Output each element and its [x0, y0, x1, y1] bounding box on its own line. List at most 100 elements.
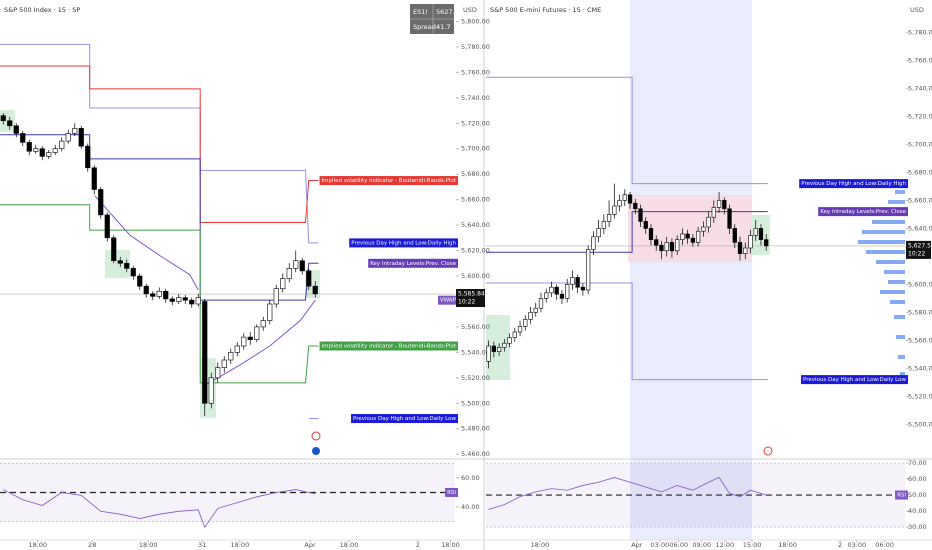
candle-body [533, 307, 538, 313]
candle-body [280, 278, 286, 290]
y-tick-label: 5,480.00 [461, 425, 490, 433]
event-icon [312, 447, 320, 455]
y-tick-label: 5,700.00 [461, 145, 490, 153]
candle-body [502, 342, 507, 348]
level-label: Previous Day High and Low:Daily Low [353, 416, 456, 422]
x-tick-label: 2 [838, 541, 842, 549]
candle-body [549, 286, 554, 294]
level-label: Key Intraday Levels:Prev. Close [820, 209, 906, 215]
y-tick-label: 5,500.00 [908, 420, 932, 428]
candle-body [659, 244, 664, 252]
event-icon [763, 446, 773, 456]
candle-body [675, 239, 680, 252]
candle-body [104, 214, 110, 239]
y-tick-label: 5,720.00 [908, 112, 932, 120]
candle-body [643, 221, 648, 229]
x-tick-label: 12:00 [715, 541, 734, 549]
candle-body [711, 207, 716, 218]
candle-body [612, 205, 617, 215]
y-tick-label: 5,580.00 [908, 308, 932, 316]
candle-body [732, 228, 737, 243]
candle-body [654, 239, 659, 246]
candle-body [85, 145, 91, 169]
candle-body [544, 292, 549, 299]
y-tick-label: 5,560.00 [908, 336, 932, 344]
candle-body [633, 202, 638, 210]
level-label: RSI [897, 493, 906, 499]
table-cell: ES1! [413, 8, 428, 16]
candle-body [13, 125, 19, 134]
rsi-y-tick-label: 60.00 [908, 475, 927, 483]
candle-body [150, 293, 156, 297]
candle-body [124, 262, 130, 269]
candle-body [189, 299, 195, 305]
rsi-y-tick-label: 50.00 [908, 491, 927, 499]
candle-body [98, 189, 104, 216]
table-cell: 5627.5 [436, 8, 459, 16]
candle-body [722, 200, 727, 210]
candle-body [743, 247, 748, 254]
candle-body [690, 237, 696, 243]
y-tick-label: 5,540.00 [461, 348, 490, 356]
candle-body [517, 326, 523, 333]
y-tick-label: 5,740.00 [461, 94, 490, 102]
chart-title: S&P 500 Index · 15 · SP [4, 6, 80, 14]
candle-body [130, 268, 136, 277]
candle-body [293, 260, 299, 269]
candle-body [664, 242, 669, 252]
candle-body [606, 214, 612, 222]
x-tick-label: 31 [198, 541, 206, 549]
price-tag: 5,627.50 [908, 242, 932, 249]
x-tick-label: 2 [416, 541, 420, 549]
candle-body [507, 337, 512, 344]
currency: USD [463, 6, 477, 14]
candle-body [491, 345, 496, 352]
candle-body [215, 367, 221, 379]
y-tick-label: 5,640.00 [908, 224, 932, 232]
candle-body [575, 277, 580, 288]
candle-body [538, 298, 544, 309]
candle-body [685, 233, 690, 239]
candle-body [228, 352, 234, 361]
y-tick-label: 5,540.00 [908, 364, 932, 372]
candle-body [156, 290, 162, 297]
candle-body [601, 221, 606, 229]
y-tick-label: 5,780.00 [461, 43, 490, 51]
x-tick-label: 18:00 [531, 541, 550, 549]
y-tick-label: 5,760.00 [461, 68, 490, 76]
x-tick-label: 18:00 [340, 541, 359, 549]
level-label-bg [895, 490, 908, 500]
session-highlight [630, 0, 752, 540]
rsi-y-tick-label: 70.00 [908, 459, 927, 467]
candle-body [137, 275, 143, 287]
candle-body [72, 128, 78, 134]
candle-body [716, 200, 722, 208]
x-tick-label: 09:00 [692, 541, 711, 549]
candle-body [254, 326, 260, 340]
y-tick-label: 5,680.00 [461, 170, 490, 178]
x-tick-label: 15:00 [743, 541, 762, 549]
y-tick-label: 5,520.00 [461, 374, 490, 382]
y-tick-label: 5,520.00 [908, 392, 932, 400]
candle-body [20, 133, 26, 143]
x-tick-label: 06:00 [669, 541, 688, 549]
rsi-band [486, 463, 905, 528]
candle-body [585, 249, 591, 291]
volume-profile [858, 190, 905, 376]
table-cell: Spread [413, 23, 436, 31]
level-label: VWAP [440, 298, 457, 304]
candle-body [286, 268, 292, 279]
candle-body [554, 286, 559, 295]
candle-body [627, 194, 633, 204]
candle-body [764, 239, 769, 247]
candle-body [91, 167, 97, 190]
candle-body [648, 228, 654, 240]
x-tick-label: 18:00 [230, 541, 249, 549]
rsi-y-tick-label: 40.00 [461, 503, 480, 511]
x-tick-label: 18:00 [441, 541, 460, 549]
x-tick-label: 03:00 [847, 541, 866, 549]
candle-body [299, 260, 305, 272]
candle-body [565, 284, 570, 299]
